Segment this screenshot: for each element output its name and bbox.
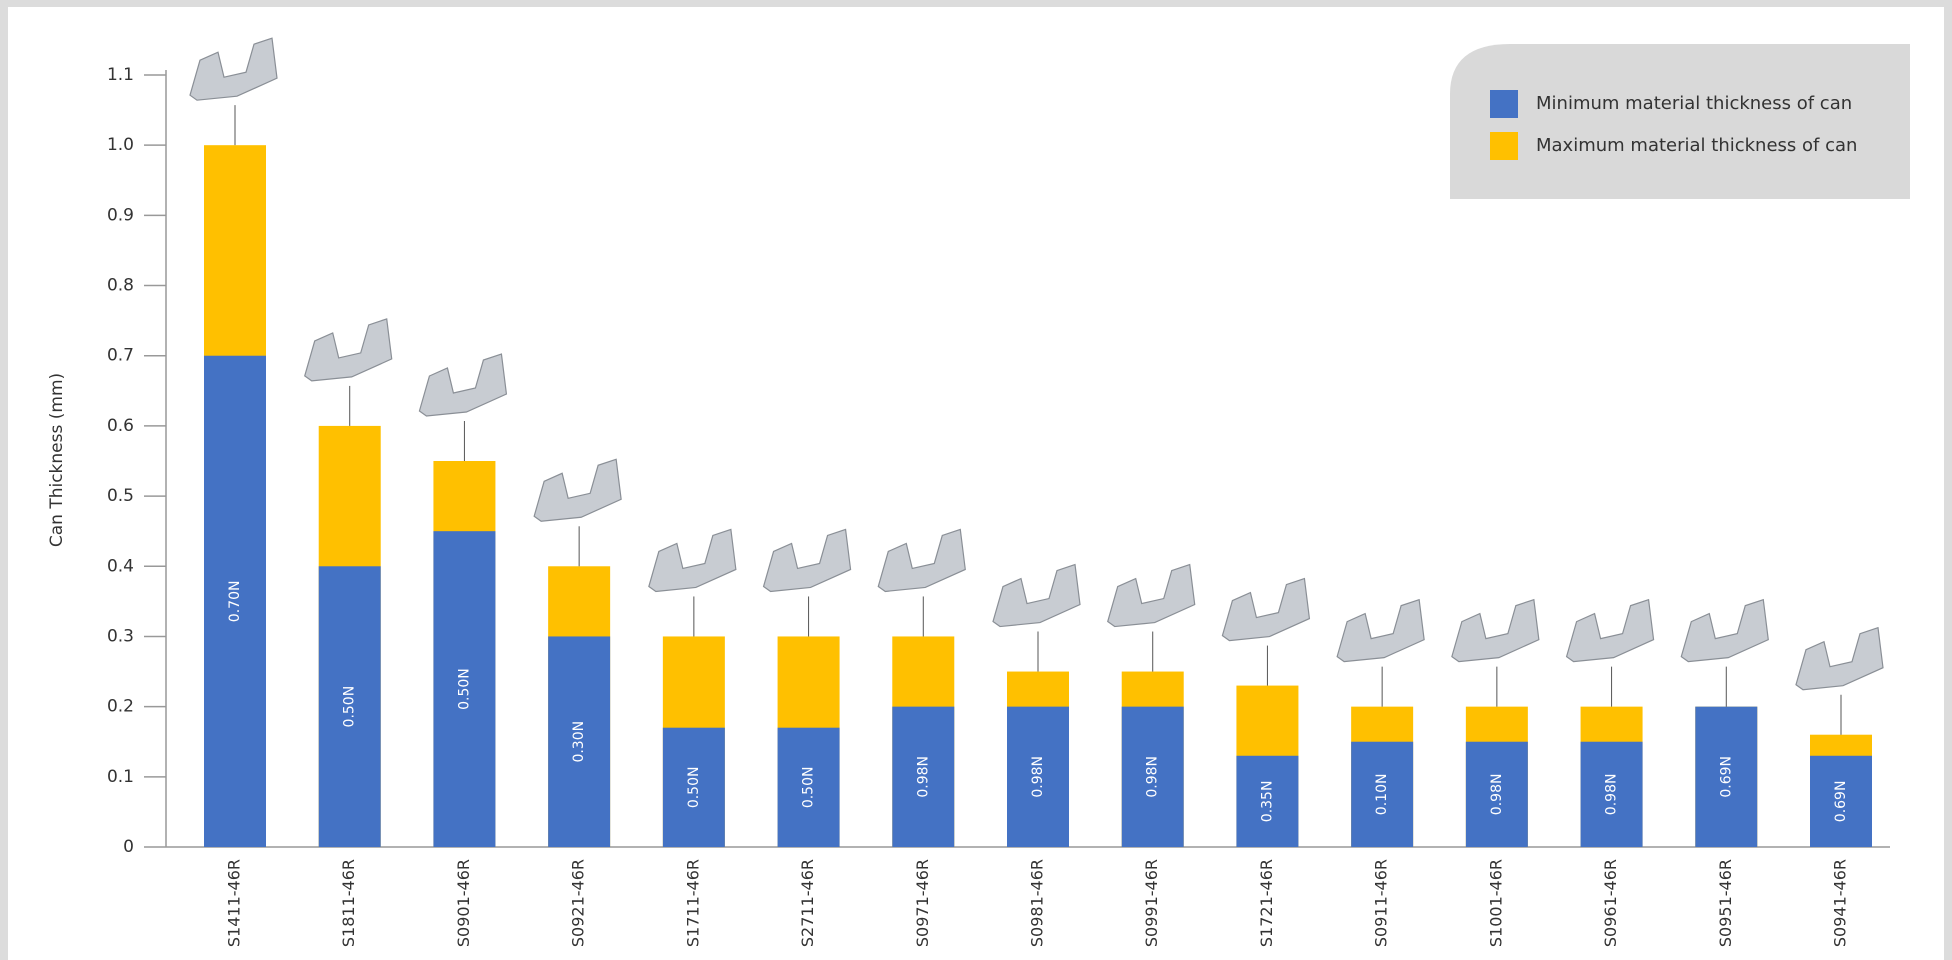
y-tick-label: 1.0: [107, 135, 134, 155]
force-label: 0.30N: [571, 721, 587, 763]
bar: [433, 531, 496, 847]
product-image: [992, 563, 1081, 628]
product-image: [189, 37, 278, 101]
y-tick-label: 0.6: [107, 416, 134, 436]
bar: [777, 727, 840, 847]
force-label: 0.98N: [1145, 756, 1161, 798]
force-label: 0.70N: [227, 581, 243, 623]
legend-box: [1450, 44, 1910, 199]
force-label: 0.35N: [1259, 781, 1275, 823]
product-image: [1451, 598, 1540, 663]
bar: [1236, 755, 1299, 847]
force-label: 0.69N: [1833, 781, 1849, 823]
force-label: 0.98N: [1604, 774, 1620, 816]
product-image: [533, 458, 622, 522]
x-tick-label: S0981-46R: [1028, 859, 1047, 947]
bar: [318, 566, 381, 847]
product-image: [1336, 598, 1425, 663]
x-tick-label: S0951-46R: [1716, 859, 1735, 947]
force-label: 0.10N: [1374, 774, 1390, 816]
bar: [1465, 741, 1528, 847]
force-label: 0.50N: [342, 686, 358, 728]
force-label: 0.98N: [1030, 756, 1046, 798]
y-tick-label: 0.4: [107, 556, 134, 576]
product-image: [1680, 598, 1769, 663]
bar: [892, 706, 955, 847]
bar: [662, 727, 725, 847]
legend-label: Minimum material thickness of can: [1536, 93, 1852, 114]
x-tick-label: S1711-46R: [683, 859, 702, 947]
product-image: [1107, 563, 1196, 628]
y-tick-label: 1.1: [107, 65, 134, 85]
product-image: [1565, 598, 1655, 663]
product-image: [877, 528, 966, 593]
y-tick-label: 0.1: [107, 767, 134, 787]
x-tick-label: S1721-46R: [1257, 859, 1276, 947]
bar: [1810, 755, 1872, 847]
legend-label: Maximum material thickness of can: [1536, 135, 1857, 156]
bar: [1580, 741, 1643, 847]
legend-swatch: [1490, 132, 1518, 160]
x-tick-label: S0971-46R: [913, 859, 932, 947]
bar: [1351, 741, 1414, 847]
y-tick-label: 0: [123, 837, 134, 857]
x-tick-label: S0991-46R: [1142, 859, 1161, 947]
product-image: [762, 528, 852, 593]
x-tick-label: S1001-46R: [1486, 859, 1505, 947]
y-tick-label: 0.5: [107, 486, 134, 506]
force-label: 0.69N: [1718, 756, 1734, 798]
bar: [204, 355, 266, 847]
y-tick-label: 0.2: [107, 697, 134, 717]
force-label: 0.50N: [801, 767, 817, 809]
product-image: [418, 353, 508, 417]
force-label: 0.98N: [915, 756, 931, 798]
x-tick-label: S2711-46R: [798, 859, 817, 947]
force-label: 0.50N: [456, 668, 472, 710]
x-tick-label: S0921-46R: [569, 859, 588, 947]
x-tick-label: S1411-46R: [225, 859, 244, 947]
bar: [1695, 706, 1758, 847]
force-label: 0.98N: [1489, 774, 1505, 816]
x-tick-label: S0941-46R: [1831, 859, 1850, 947]
y-tick-label: 0.7: [107, 346, 134, 366]
bar: [548, 636, 611, 847]
bar: [1007, 706, 1069, 847]
x-tick-label: S1811-46R: [339, 859, 358, 947]
force-label: 0.50N: [686, 767, 702, 809]
x-tick-label: S0961-46R: [1601, 859, 1620, 947]
legend-swatch: [1490, 90, 1518, 118]
product-image: [648, 528, 737, 593]
x-tick-label: S0901-46R: [454, 859, 473, 947]
y-tick-label: 0.9: [107, 205, 134, 225]
y-tick-label: 0.8: [107, 276, 134, 296]
product-image: [1221, 577, 1311, 642]
product-image: [304, 318, 393, 382]
y-tick-label: 0.3: [107, 626, 134, 646]
x-tick-label: S0911-46R: [1372, 859, 1391, 947]
y-axis-title: Can Thickness (mm): [47, 373, 67, 547]
bar: [1121, 706, 1184, 847]
product-image: [1795, 626, 1884, 691]
